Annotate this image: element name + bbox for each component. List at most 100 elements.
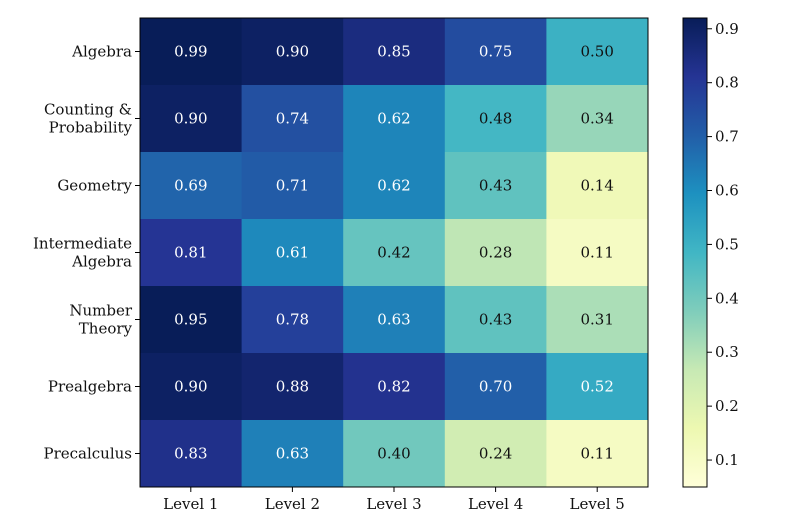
x-tick-label: Level 1 (163, 495, 218, 513)
cell-value-label: 0.90 (174, 378, 207, 396)
y-tick-label: Geometry (57, 177, 132, 195)
heatmap-cell (546, 353, 649, 421)
cell-value-label: 0.90 (174, 110, 207, 128)
heatmap-cell (343, 286, 446, 354)
heatmap-cell (546, 219, 649, 287)
cell-value-label: 0.11 (580, 445, 613, 463)
cell-value-label: 0.74 (276, 110, 309, 128)
cell-value-label: 0.61 (276, 244, 309, 262)
cell-value-label: 0.43 (479, 311, 512, 329)
colorbar-tick-label: 0.3 (715, 343, 739, 361)
cell-value-label: 0.43 (479, 177, 512, 195)
cell-value-label: 0.85 (377, 43, 410, 61)
heatmap-cell (241, 286, 344, 354)
heatmap-cell (241, 152, 344, 220)
cell-value-label: 0.50 (580, 43, 613, 61)
heatmap-cell (241, 353, 344, 421)
cell-value-label: 0.63 (377, 311, 410, 329)
y-tick-label: Number (69, 302, 132, 320)
cell-value-label: 0.34 (580, 110, 613, 128)
cell-value-label: 0.81 (174, 244, 207, 262)
heatmap-cell (546, 85, 649, 153)
x-tick-label: Level 5 (570, 495, 625, 513)
cell-value-label: 0.82 (377, 378, 410, 396)
colorbar (683, 18, 707, 487)
cell-value-label: 0.83 (174, 445, 207, 463)
heatmap-cell (343, 353, 446, 421)
heatmap-cell (546, 152, 649, 220)
y-tick-label: Theory (79, 320, 133, 338)
heatmap-cell (241, 85, 344, 153)
cell-value-label: 0.31 (580, 311, 613, 329)
cell-value-label: 0.14 (580, 177, 613, 195)
y-tick-label: Algebra (71, 253, 132, 271)
heatmap-cell (140, 420, 243, 488)
heatmap-cell (140, 353, 243, 421)
cell-value-label: 0.42 (377, 244, 410, 262)
cell-value-label: 0.71 (276, 177, 309, 195)
colorbar-tick-label: 0.2 (715, 397, 739, 415)
cell-value-label: 0.95 (174, 311, 207, 329)
x-tick-label: Level 2 (265, 495, 320, 513)
cell-value-label: 0.28 (479, 244, 512, 262)
heatmap-cell (444, 420, 547, 488)
cell-value-label: 0.24 (479, 445, 512, 463)
x-axis: Level 1 Level 2 Level 3 Level 4 Level 5 (163, 487, 625, 513)
y-tick-label: Precalculus (44, 445, 133, 463)
colorbar-frame (682, 17, 708, 488)
cell-value-label: 0.62 (377, 177, 410, 195)
colorbar-tick-label: 0.7 (715, 128, 739, 146)
heatmap-cell (444, 353, 547, 421)
heatmap-cell (343, 18, 446, 86)
heatmap-cell (140, 152, 243, 220)
y-axis: Algebra Counting &Probability Geometry Inte… (33, 43, 140, 463)
cell-value-label: 0.75 (479, 43, 512, 61)
heatmap-cell (546, 286, 649, 354)
heatmap-cell (343, 152, 446, 220)
cell-value-label: 0.11 (580, 244, 613, 262)
y-tick-label: Counting & (44, 101, 132, 119)
heatmap-cell (444, 152, 547, 220)
heatmap-cell-labels: 0.99 0.90 0.85 0.75 0.50 0.90 0.74 0.62 0.48 0.34… (174, 43, 614, 463)
heatmap-cell (140, 219, 243, 287)
heatmap-cell (140, 85, 243, 153)
y-tick-label: Algebra (71, 43, 132, 61)
heatmap-cell (241, 420, 344, 488)
colorbar-tick-label: 0.4 (715, 289, 739, 307)
cell-value-label: 0.69 (174, 177, 207, 195)
colorbar-tick-label: 0.9 (715, 20, 739, 38)
cell-value-label: 0.40 (377, 445, 410, 463)
cell-value-label: 0.52 (580, 378, 613, 396)
heatmap-cell (343, 219, 446, 287)
heatmap-cell (140, 18, 243, 86)
colorbar-axis: 0.1 0.2 0.3 0.4 0.5 0.6 0.7 0.8 0.9 (707, 20, 739, 469)
cell-value-label: 0.63 (276, 445, 309, 463)
colorbar-tick-label: 0.1 (715, 451, 739, 469)
heatmap-cell (444, 85, 547, 153)
cell-value-label: 0.90 (276, 43, 309, 61)
heatmap-cell (343, 420, 446, 488)
heatmap-cell (241, 219, 344, 287)
cell-value-label: 0.78 (276, 311, 309, 329)
heatmap-cell (444, 18, 547, 86)
heatmap-cell (343, 85, 446, 153)
cell-value-label: 0.48 (479, 110, 512, 128)
heatmap-cells (140, 18, 649, 488)
heatmap-cell (444, 286, 547, 354)
y-tick-label: Prealgebra (48, 378, 132, 396)
heatmap-cell (444, 219, 547, 287)
x-tick-label: Level 3 (366, 495, 421, 513)
heatmap-cell (546, 420, 649, 488)
x-tick-label: Level 4 (468, 495, 523, 513)
colorbar-tick-label: 0.5 (715, 235, 739, 253)
y-tick-label: Intermediate (33, 235, 132, 253)
heatmap-cell (140, 286, 243, 354)
cell-value-label: 0.99 (174, 43, 207, 61)
y-tick-label: Probability (49, 119, 133, 137)
cell-value-label: 0.62 (377, 110, 410, 128)
colorbar-tick-label: 0.8 (715, 74, 739, 92)
cell-value-label: 0.70 (479, 378, 512, 396)
colorbar-tick-label: 0.6 (715, 182, 739, 200)
heatmap-cell (546, 18, 649, 86)
